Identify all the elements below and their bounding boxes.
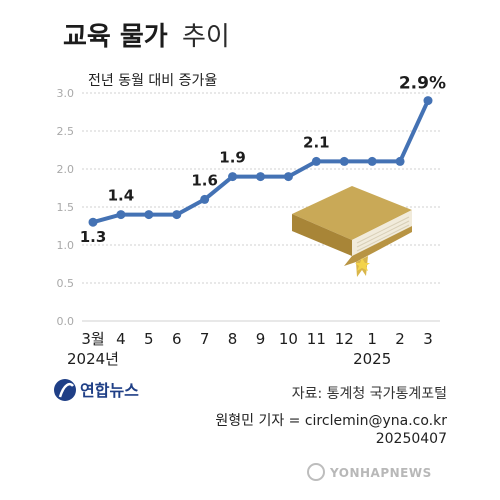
data-label: 2.1: [303, 133, 330, 151]
x-tick-label: 10: [279, 330, 298, 348]
y-axis-ticks: 0.0 0.5 1.0 1.5 2.0 2.5 3.0: [57, 87, 75, 328]
x-tick-label: 8: [228, 330, 238, 348]
date-text: 20250407: [376, 431, 447, 447]
year-label: 2024년: [67, 350, 119, 368]
data-point: [116, 210, 126, 220]
yonhap-logo-icon: [54, 379, 76, 401]
x-tick-label: 6: [172, 330, 182, 348]
source-text: 자료: 통계청 국가통계포털: [292, 386, 447, 402]
watermark: YONHAPNEWS: [307, 463, 432, 481]
data-point: [256, 172, 265, 182]
x-tick-label: 11: [307, 330, 326, 348]
yonhap-watermark-icon: [307, 463, 325, 481]
watermark-text: YONHAPNEWS: [329, 466, 432, 480]
data-point: [172, 210, 182, 220]
x-tick-label: 9: [256, 330, 266, 348]
yonhap-logo: 연합뉴스: [54, 379, 139, 401]
x-tick-label: 5: [144, 330, 154, 348]
year-labels: 2024년 2025: [67, 350, 391, 368]
data-labels: 1.3 1.4 1.61.9 2.1 2.9%: [80, 74, 446, 247]
y-tick-label: 0.0: [57, 315, 75, 328]
data-label: 1.6: [191, 171, 218, 189]
x-tick-label: 1: [367, 330, 377, 348]
data-point: [395, 156, 405, 166]
data-point: [200, 194, 210, 204]
y-tick-label: 1.5: [57, 201, 75, 214]
data-point: [423, 96, 433, 106]
chart-title-sub: 추이: [182, 22, 230, 52]
chart-subtitle: 전년 동월 대비 증가율: [88, 73, 217, 89]
data-point: [144, 210, 154, 220]
data-point: [311, 156, 321, 166]
book-illustration: [292, 186, 412, 277]
data-label: 2.9%: [399, 74, 446, 94]
y-tick-label: 1.0: [57, 239, 75, 252]
x-tick-label: 2: [395, 330, 405, 348]
credit-text: 원형민 기자 = circlemin@yna.co.kr: [215, 413, 447, 429]
x-tick-label: 12: [335, 330, 354, 348]
logo-text: 연합뉴스: [80, 381, 139, 400]
data-label: 1.9: [219, 149, 246, 167]
year-label: 2025: [353, 350, 391, 368]
grid-lines: [82, 92, 440, 322]
chart-title: 교육 물가: [63, 22, 168, 52]
y-tick-label: 0.5: [57, 277, 75, 290]
x-tick-label: 3: [423, 330, 433, 348]
data-point: [367, 156, 377, 166]
x-tick-label: 3월: [81, 330, 104, 348]
y-tick-label: 3.0: [57, 87, 75, 100]
data-point: [228, 172, 238, 182]
data-point: [339, 156, 349, 166]
data-point: [88, 217, 98, 227]
x-axis-ticks: 3월 4 5 6 7 8 9 10 11 12 1 2 3: [81, 330, 432, 348]
y-tick-label: 2.5: [57, 125, 75, 138]
x-tick-label: 7: [200, 330, 210, 348]
data-label: 1.3: [80, 228, 107, 246]
series-points: [88, 96, 433, 227]
x-tick-label: 4: [116, 330, 126, 348]
data-label: 1.4: [108, 187, 135, 205]
y-tick-label: 2.0: [57, 163, 75, 176]
data-point: [283, 172, 293, 182]
